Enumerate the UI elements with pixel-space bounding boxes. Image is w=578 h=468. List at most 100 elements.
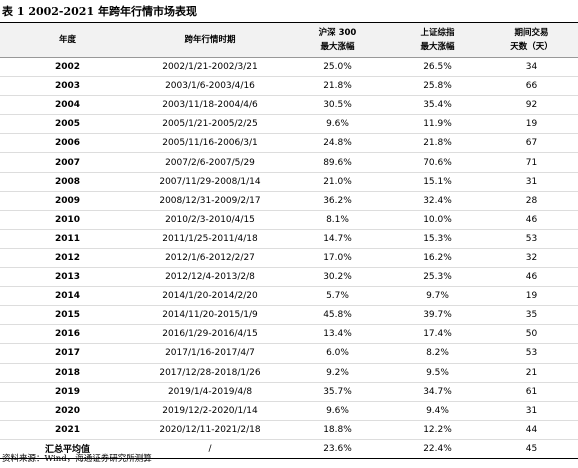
table-cell: 22.4%: [423, 443, 452, 454]
table-cell: 61: [485, 382, 578, 402]
table-row: 2019 2019/1/4-2019/4/8 35.7% 34.7% 61: [0, 382, 578, 402]
table: 年度 跨年行情时期 沪深 300 最大涨幅 上证综指最大涨幅 期间交易天数（天） 2002…: [0, 22, 578, 459]
table-cell: 2017/12/28-2018/1/26: [135, 363, 285, 383]
table-cell: 53: [485, 229, 578, 249]
table-cell: 89.6%: [285, 152, 390, 173]
table-cell: 2013: [0, 267, 135, 288]
table-row: 2010 2010/2/3-2010/4/15 8.1% 10.0% 46: [0, 210, 578, 230]
table-row: 汇总平均值 / 23.6% 22.4% 45: [0, 439, 578, 458]
table-cell: 25.0%: [285, 57, 390, 78]
table-row: 2009 2008/12/31-2009/2/17 36.2% 32.4% 28: [0, 191, 578, 211]
table-cell: 2007/2/6-2007/5/29: [135, 152, 285, 173]
table-cell: 44: [485, 420, 578, 440]
table-cell: 6.0%: [285, 343, 390, 364]
table-cell: 46: [485, 210, 578, 230]
table-cell: 14.7%: [285, 229, 390, 249]
table-cell: 13.4%: [285, 324, 390, 345]
table-cell: 16.2%: [390, 248, 485, 269]
table-row: 2003 2003/1/6-2003/4/16 21.8% 25.8% 66: [0, 76, 578, 97]
table-row: 2017 2017/1/16-2017/4/7 6.0% 8.2% 53: [0, 343, 578, 364]
column-header: 年度: [0, 22, 135, 58]
table-cell: 2012/1/6-2012/2/27: [135, 248, 285, 269]
table-cell: 34.7%: [390, 382, 485, 402]
table-cell: 2020: [0, 401, 135, 421]
table-cell: 21.8%: [390, 133, 485, 154]
table-title: 表 1 2002-2021 年跨年行情市场表现: [2, 5, 197, 18]
header-line: 跨年行情时期: [184, 35, 236, 45]
table-cell: 2017: [0, 343, 135, 364]
table-cell: 21.0%: [285, 172, 390, 192]
table-cell: 66: [485, 76, 578, 97]
header-line: 上证综指: [420, 28, 455, 38]
header-row: 年度 跨年行情时期 沪深 300 最大涨幅 上证综指最大涨幅 期间交易天数（天）: [0, 22, 578, 58]
table-row: 2005 2005/1/21-2005/2/25 9.6% 11.9% 19: [0, 114, 578, 135]
table-cell: 2008: [0, 172, 135, 192]
table-cell: 17.0%: [285, 248, 390, 269]
table-cell: 21.8%: [285, 76, 390, 97]
table-cell: 25.3%: [390, 267, 485, 288]
table-cell: 30.5%: [285, 95, 390, 116]
table-row: 2016 2016/1/29-2016/4/15 13.4% 17.4% 50: [0, 324, 578, 345]
table-cell: 9.6%: [285, 114, 390, 135]
table-cell: 35.4%: [390, 95, 485, 116]
table-cell: 28: [485, 191, 578, 211]
table-cell: 12.2%: [390, 420, 485, 440]
table-cell: 汇总平均值: [44, 445, 90, 456]
column-header: 期间交易天数（天）: [485, 22, 578, 58]
table-cell: 23.6%: [323, 443, 352, 454]
table-cell: 2017/1/16-2017/4/7: [135, 343, 285, 364]
table-cell: 2007/11/29-2008/1/14: [135, 172, 285, 192]
table-row: 2021 2020/12/11-2021/2/18 18.8% 12.2% 44: [0, 420, 578, 440]
header-line: 沪深 300: [318, 28, 357, 38]
table-cell: 2003/11/18-2004/4/6: [135, 95, 285, 116]
table-cell: 70.6%: [390, 152, 485, 173]
table-cell: 31: [485, 401, 578, 421]
table-cell: 2006: [0, 133, 135, 154]
table-cell: 2002/1/21-2002/3/21: [135, 57, 285, 78]
table-cell: 35.7%: [285, 382, 390, 402]
table-cell: 21: [485, 363, 578, 383]
table-cell: 35: [485, 305, 578, 326]
table-cell: 2019/12/2-2020/1/14: [135, 401, 285, 421]
header-line: 天数（天）: [510, 42, 553, 52]
table-cell: 15.3%: [390, 229, 485, 249]
table-cell: 50: [485, 324, 578, 345]
table-cell: 9.4%: [390, 401, 485, 421]
table-cell: 2011: [0, 229, 135, 249]
header-line: 期间交易: [514, 28, 549, 38]
table-cell: 2003/1/6-2003/4/16: [135, 76, 285, 97]
table-cell: 26.5%: [390, 57, 485, 78]
table-cell: 2002: [0, 57, 135, 78]
table-cell: 2012: [0, 248, 135, 269]
table-cell: 31: [485, 172, 578, 192]
table-cell: 2019/1/4-2019/4/8: [135, 382, 285, 402]
table-cell: 71: [485, 152, 578, 173]
table-cell: 2009: [0, 191, 135, 211]
header-line: 最大涨幅: [320, 42, 355, 52]
table-row: 2020 2019/12/2-2020/1/14 9.6% 9.4% 31: [0, 401, 578, 421]
table-cell: 30.2%: [285, 267, 390, 288]
header-line: 年度: [58, 35, 76, 45]
table-row: 2007 2007/2/6-2007/5/29 89.6% 70.6% 71: [0, 152, 578, 173]
table-row: 2018 2017/12/28-2018/1/26 9.2% 9.5% 21: [0, 363, 578, 383]
table-cell: 36.2%: [285, 191, 390, 211]
table-cell: 9.6%: [285, 401, 390, 421]
column-header: 沪深 300 最大涨幅: [285, 22, 390, 58]
table-cell: 8.1%: [285, 210, 390, 230]
source-note: 资料来源：Wind，海通证券研究所测算: [2, 454, 152, 464]
table-cell: 24.8%: [285, 133, 390, 154]
table-cell: 53: [485, 343, 578, 364]
header-line: 最大涨幅: [420, 42, 455, 52]
table-cell: 2015: [0, 305, 135, 326]
table-cell: 32.4%: [390, 191, 485, 211]
table-body: 2002 2002/1/21-2002/3/21 25.0% 26.5% 34 2003 2…: [0, 57, 578, 459]
table-cell: 2003: [0, 76, 135, 97]
table-cell: 2014/1/20-2014/2/20: [135, 286, 285, 307]
table-cell: 17.4%: [390, 324, 485, 345]
column-header: 跨年行情时期: [135, 22, 285, 58]
table-cell: 32: [485, 248, 578, 269]
table-cell: 19: [485, 114, 578, 135]
table-cell: 9.5%: [390, 363, 485, 383]
table-cell: 15.1%: [390, 172, 485, 192]
